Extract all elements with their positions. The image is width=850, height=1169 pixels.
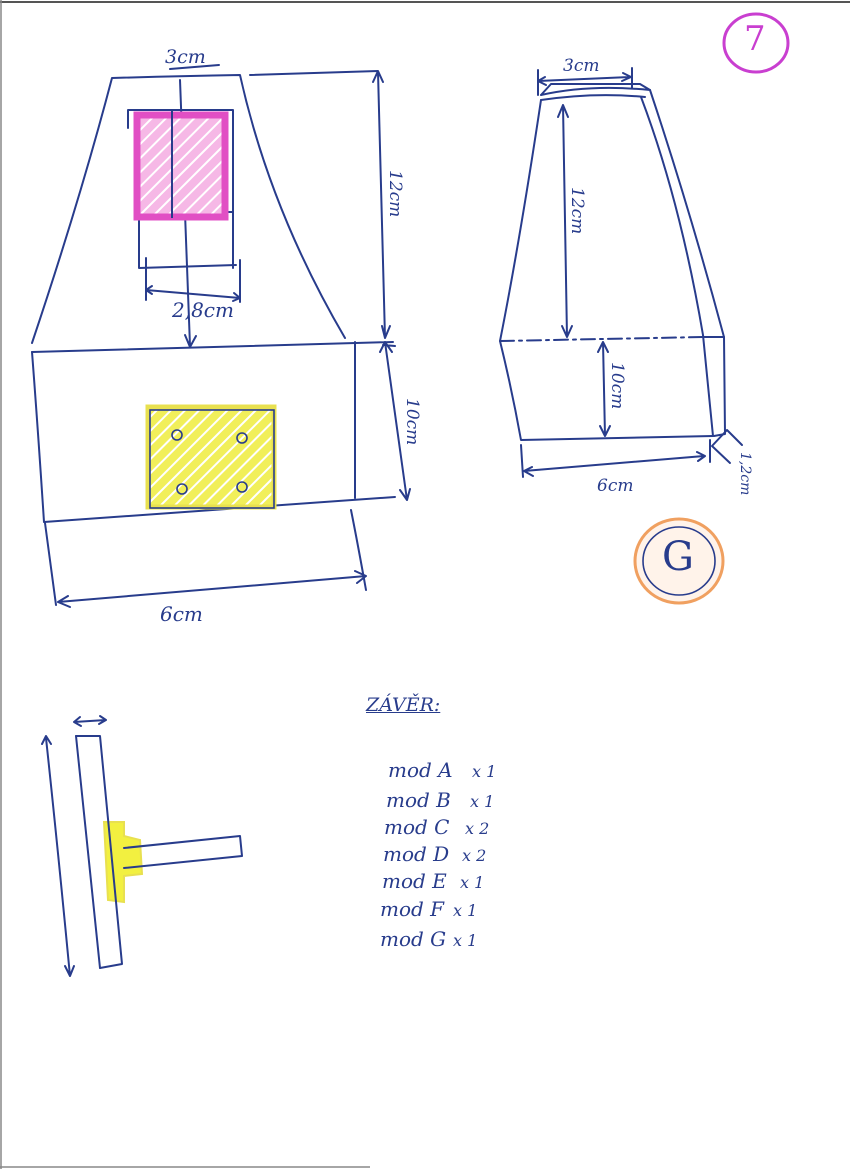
front-view [31,64,411,608]
front-yellow-plate [145,404,277,510]
page-number-badge [722,12,790,74]
joint-left-line [41,735,75,977]
front-top-dim [169,64,220,70]
module-g-badge [633,517,725,605]
side-view [499,67,743,478]
front-upper-trapezoid [31,74,346,344]
summary-item-qty: x 2 [465,819,490,838]
page-number: 7 [744,19,766,59]
front-opening-width-label: 2,8cm [172,298,234,322]
front-bottom-dim [44,509,367,608]
summary-item-qty: x 2 [462,846,487,865]
summary-title: ZÁVĚR: [366,694,441,716]
summary-item-qty: x 1 [453,901,478,920]
side-lower-height-label: 10cm [607,362,627,410]
summary-item-name: mod G [380,927,447,951]
summary-item-qty: x 1 [470,792,495,811]
front-right-dim-lower [379,341,411,501]
front-pink-window [133,110,229,221]
side-top-edge [540,83,651,101]
side-front-face [499,99,714,441]
summary-item-name: mod C [384,815,450,839]
front-bottom-width-label: 6cm [160,602,203,626]
joint-detail [41,715,243,977]
side-thickness-dim [711,429,743,464]
side-top-dim [537,67,633,96]
side-upper-height-label: 12cm [567,187,587,235]
joint-top-dim [73,715,107,727]
side-divider [499,336,705,342]
summary-item-qty: x 1 [453,931,478,950]
summary-item-name: mod A [388,758,453,782]
side-back-face [640,89,726,437]
joint-shelf [123,835,243,869]
front-lower-rect [31,341,396,523]
front-upper-height-label: 12cm [385,170,405,218]
front-opening-dim [145,257,241,303]
summary-item-name: mod D [383,842,450,866]
front-lower-height-label: 10cm [402,398,422,446]
summary-item-name: mod B [386,788,451,812]
summary-item-qty: x 1 [472,762,497,781]
front-mid-line [31,341,394,353]
module-letter: G [662,534,694,580]
summary-item-name: mod E [382,869,447,893]
front-top-width-label: 3cm [165,46,206,68]
joint-board-inner [75,735,101,969]
front-right-dim-upper [249,70,391,339]
side-thickness-label: 1,2cm [737,452,753,496]
joint-board-outer [75,735,123,969]
side-bottom-dim [520,439,711,478]
side-bottom-width-label: 6cm [597,476,634,496]
summary-item-name: mod F [380,897,445,921]
side-top-width-label: 3cm [563,56,600,76]
side-upper-dim [557,104,573,338]
side-lower-dim [597,341,611,437]
summary-item-qty: x 1 [460,873,485,892]
